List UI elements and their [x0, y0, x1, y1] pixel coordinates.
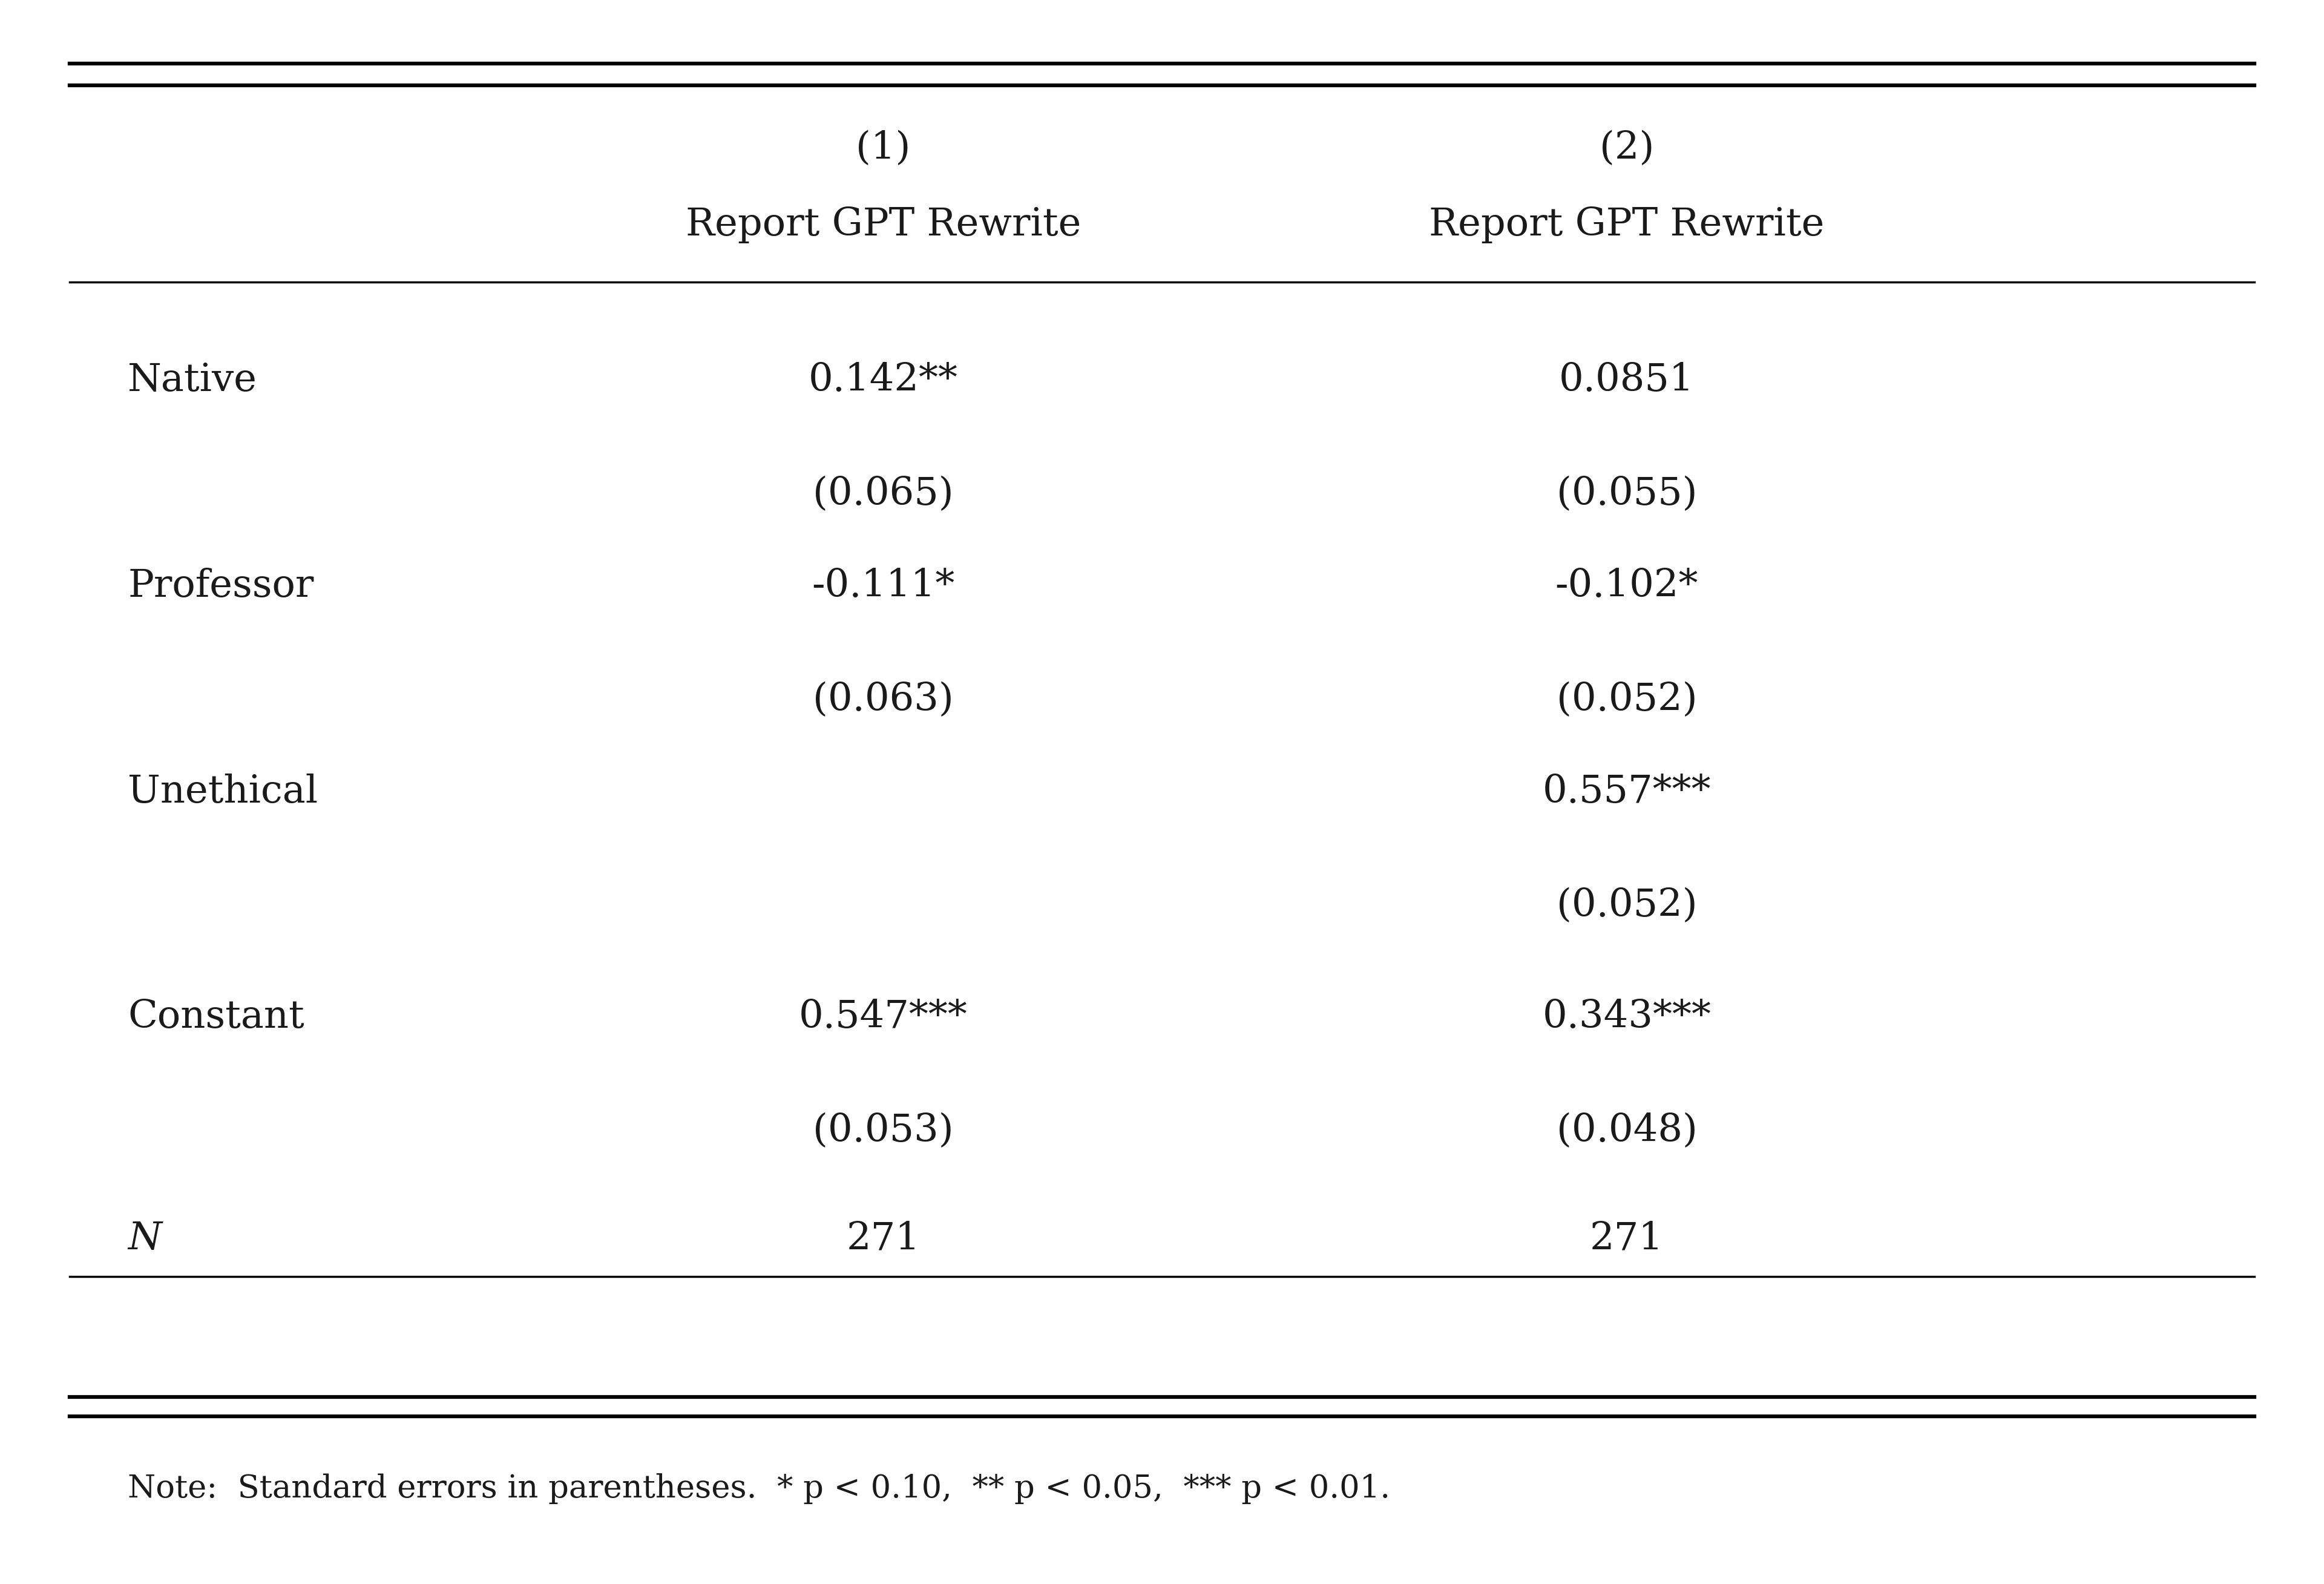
Text: (0.055): (0.055): [1557, 475, 1697, 513]
Text: Native: Native: [128, 361, 258, 399]
Text: 0.0851: 0.0851: [1559, 361, 1694, 399]
Text: (0.052): (0.052): [1557, 887, 1697, 925]
Text: 0.142**: 0.142**: [809, 361, 957, 399]
Text: 0.343***: 0.343***: [1543, 998, 1710, 1036]
Text: Report GPT Rewrite: Report GPT Rewrite: [686, 206, 1081, 244]
Text: (0.052): (0.052): [1557, 681, 1697, 719]
Text: Constant: Constant: [128, 998, 304, 1036]
Text: (0.048): (0.048): [1557, 1112, 1697, 1150]
Text: Professor: Professor: [128, 567, 314, 605]
Text: Report GPT Rewrite: Report GPT Rewrite: [1429, 206, 1824, 244]
Text: 271: 271: [1590, 1220, 1664, 1258]
Text: 271: 271: [846, 1220, 920, 1258]
Text: -0.111*: -0.111*: [811, 567, 955, 605]
Text: (0.063): (0.063): [813, 681, 953, 719]
Text: N: N: [128, 1220, 163, 1258]
Text: 0.547***: 0.547***: [799, 998, 967, 1036]
Text: (2): (2): [1599, 130, 1655, 168]
Text: Note:  Standard errors in parentheses.  * p < 0.10,  ** p < 0.05,  *** p < 0.01.: Note: Standard errors in parentheses. * …: [128, 1473, 1390, 1505]
Text: 0.557***: 0.557***: [1543, 773, 1710, 811]
Text: (1): (1): [855, 130, 911, 168]
Text: -0.102*: -0.102*: [1555, 567, 1699, 605]
Text: Unethical: Unethical: [128, 773, 318, 811]
Text: (0.053): (0.053): [813, 1112, 953, 1150]
Text: (0.065): (0.065): [813, 475, 953, 513]
